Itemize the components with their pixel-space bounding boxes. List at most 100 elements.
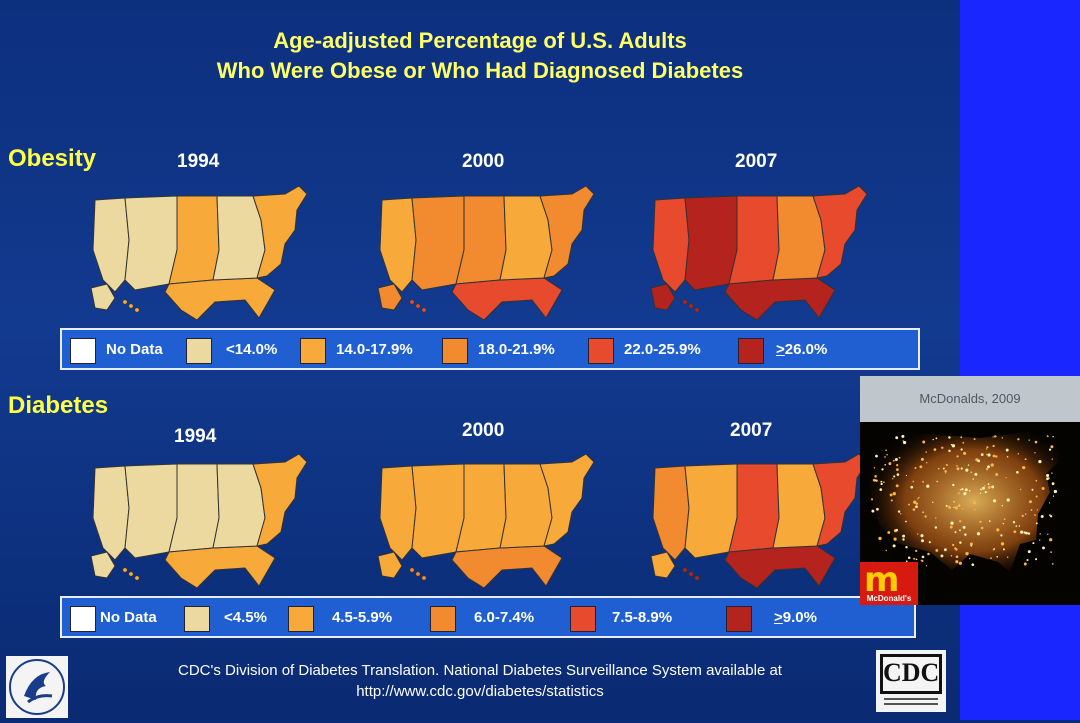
diabetes-legend: No Data <4.5% 4.5-5.9% 6.0-7.4% 7.5-8.9%…: [60, 596, 916, 638]
title-line-2: Who Were Obese or Who Had Diagnosed Diab…: [216, 58, 744, 83]
light-dot: [887, 531, 891, 534]
obesity-map-2007-region-west: [652, 197, 690, 293]
light-dot: [1052, 495, 1055, 497]
obesity-map-1994-region-south: [164, 277, 276, 320]
diabetes-map-2000-alaska: [377, 551, 403, 579]
diabetes-swatch-3: [430, 606, 456, 632]
light-dot: [964, 533, 967, 536]
light-dot: [959, 489, 962, 491]
light-dot: [965, 468, 969, 472]
light-dot: [1040, 515, 1044, 518]
light-dot: [1042, 546, 1045, 550]
light-dot: [878, 536, 882, 541]
light-dot: [960, 436, 962, 438]
light-dot: [1048, 502, 1051, 504]
light-dot: [986, 446, 989, 449]
light-dot: [953, 501, 955, 503]
light-dot: [996, 556, 998, 558]
light-dot: [982, 486, 985, 490]
light-dot: [955, 560, 959, 564]
obesity-map-2000-region-west: [379, 197, 417, 293]
diabetes-map-2007-region-plains: [728, 463, 780, 553]
obesity-map-2000-region-plains: [455, 195, 507, 285]
light-dot: [1027, 532, 1031, 535]
cdc-logo-tagline-rule-2: [884, 703, 938, 705]
light-dot: [876, 507, 879, 511]
light-dot: [1051, 482, 1055, 486]
obesity-swatch-1: [186, 338, 212, 364]
light-dot: [1051, 563, 1054, 565]
light-dot: [959, 520, 962, 523]
light-dot: [972, 478, 974, 480]
diabetes-map-2000-region-mountain: [411, 463, 465, 559]
obesity-map-2007-region-mountain: [684, 195, 738, 291]
light-dot: [950, 554, 953, 557]
obesity-section-label: Obesity: [8, 145, 97, 172]
light-dot: [987, 485, 991, 490]
light-dot: [898, 456, 901, 459]
light-dot: [961, 508, 964, 510]
diabetes-map-2000-region-south: [451, 545, 563, 588]
light-dot: [1022, 465, 1026, 470]
light-dot: [1021, 514, 1024, 518]
light-dot: [1050, 551, 1052, 553]
light-dot: [945, 504, 948, 507]
light-dot: [1046, 435, 1049, 438]
diabetes-section-label: Diabetes: [8, 392, 109, 419]
right-color-bar: [960, 0, 1080, 720]
light-dot: [976, 532, 981, 536]
obesity-swatch-4: [588, 338, 614, 364]
obesity-swatch-no-data: [70, 338, 96, 364]
light-dot: [967, 464, 970, 466]
light-dot: [952, 483, 955, 487]
diabetes-map-2000-hawaii-island-0: [409, 567, 415, 573]
light-dot: [944, 548, 947, 552]
light-dot: [1048, 448, 1052, 451]
light-dot: [927, 552, 930, 556]
light-dot: [892, 459, 895, 462]
light-dots: [870, 434, 1058, 567]
light-dot: [954, 506, 958, 510]
light-dot: [979, 492, 982, 494]
title-line-1: Age-adjusted Percentage of U.S. Adults: [273, 28, 687, 53]
obesity-map-2007-alaska: [650, 283, 676, 311]
diabetes-map-1994-region-south: [164, 545, 276, 588]
light-dot: [992, 444, 995, 448]
light-dot: [925, 565, 928, 567]
light-dot: [958, 561, 963, 565]
light-dot: [1023, 562, 1027, 566]
light-dot: [926, 462, 928, 464]
light-dot: [957, 504, 961, 507]
light-dot: [1015, 525, 1018, 527]
light-dot: [922, 480, 925, 483]
obesity-map-1994-region-west: [92, 197, 130, 293]
light-dot: [919, 465, 923, 469]
light-dot: [1049, 515, 1053, 518]
light-dot: [917, 498, 919, 500]
light-dot: [971, 563, 975, 566]
obesity-swatch-2: [300, 338, 326, 364]
light-dot: [960, 467, 963, 470]
diabetes-year-2000: 2000: [462, 420, 505, 441]
light-dot: [886, 453, 888, 456]
light-dot: [934, 526, 938, 529]
cdc-logo-text: CDC: [883, 658, 940, 687]
light-dot: [1034, 514, 1036, 516]
diabetes-map-1994-region-plains: [168, 463, 220, 553]
light-dot: [880, 482, 883, 486]
light-dot: [921, 539, 924, 543]
diabetes-legend-label-3: 6.0-7.4%: [474, 609, 535, 626]
light-dot: [992, 436, 994, 438]
light-dot: [870, 498, 874, 501]
footer-line-2[interactable]: http://www.cdc.gov/diabetes/statistics: [356, 683, 604, 700]
light-dot: [970, 471, 973, 474]
light-dot: [874, 479, 877, 481]
light-dot: [979, 520, 982, 524]
light-dot: [1030, 509, 1033, 511]
diabetes-swatch-4: [570, 606, 596, 632]
diabetes-map-2007-hawaii-island-2: [694, 575, 700, 581]
light-dot: [875, 454, 878, 458]
light-dot: [879, 488, 883, 491]
light-dot: [1000, 534, 1003, 537]
obesity-map-2000: [377, 185, 595, 320]
